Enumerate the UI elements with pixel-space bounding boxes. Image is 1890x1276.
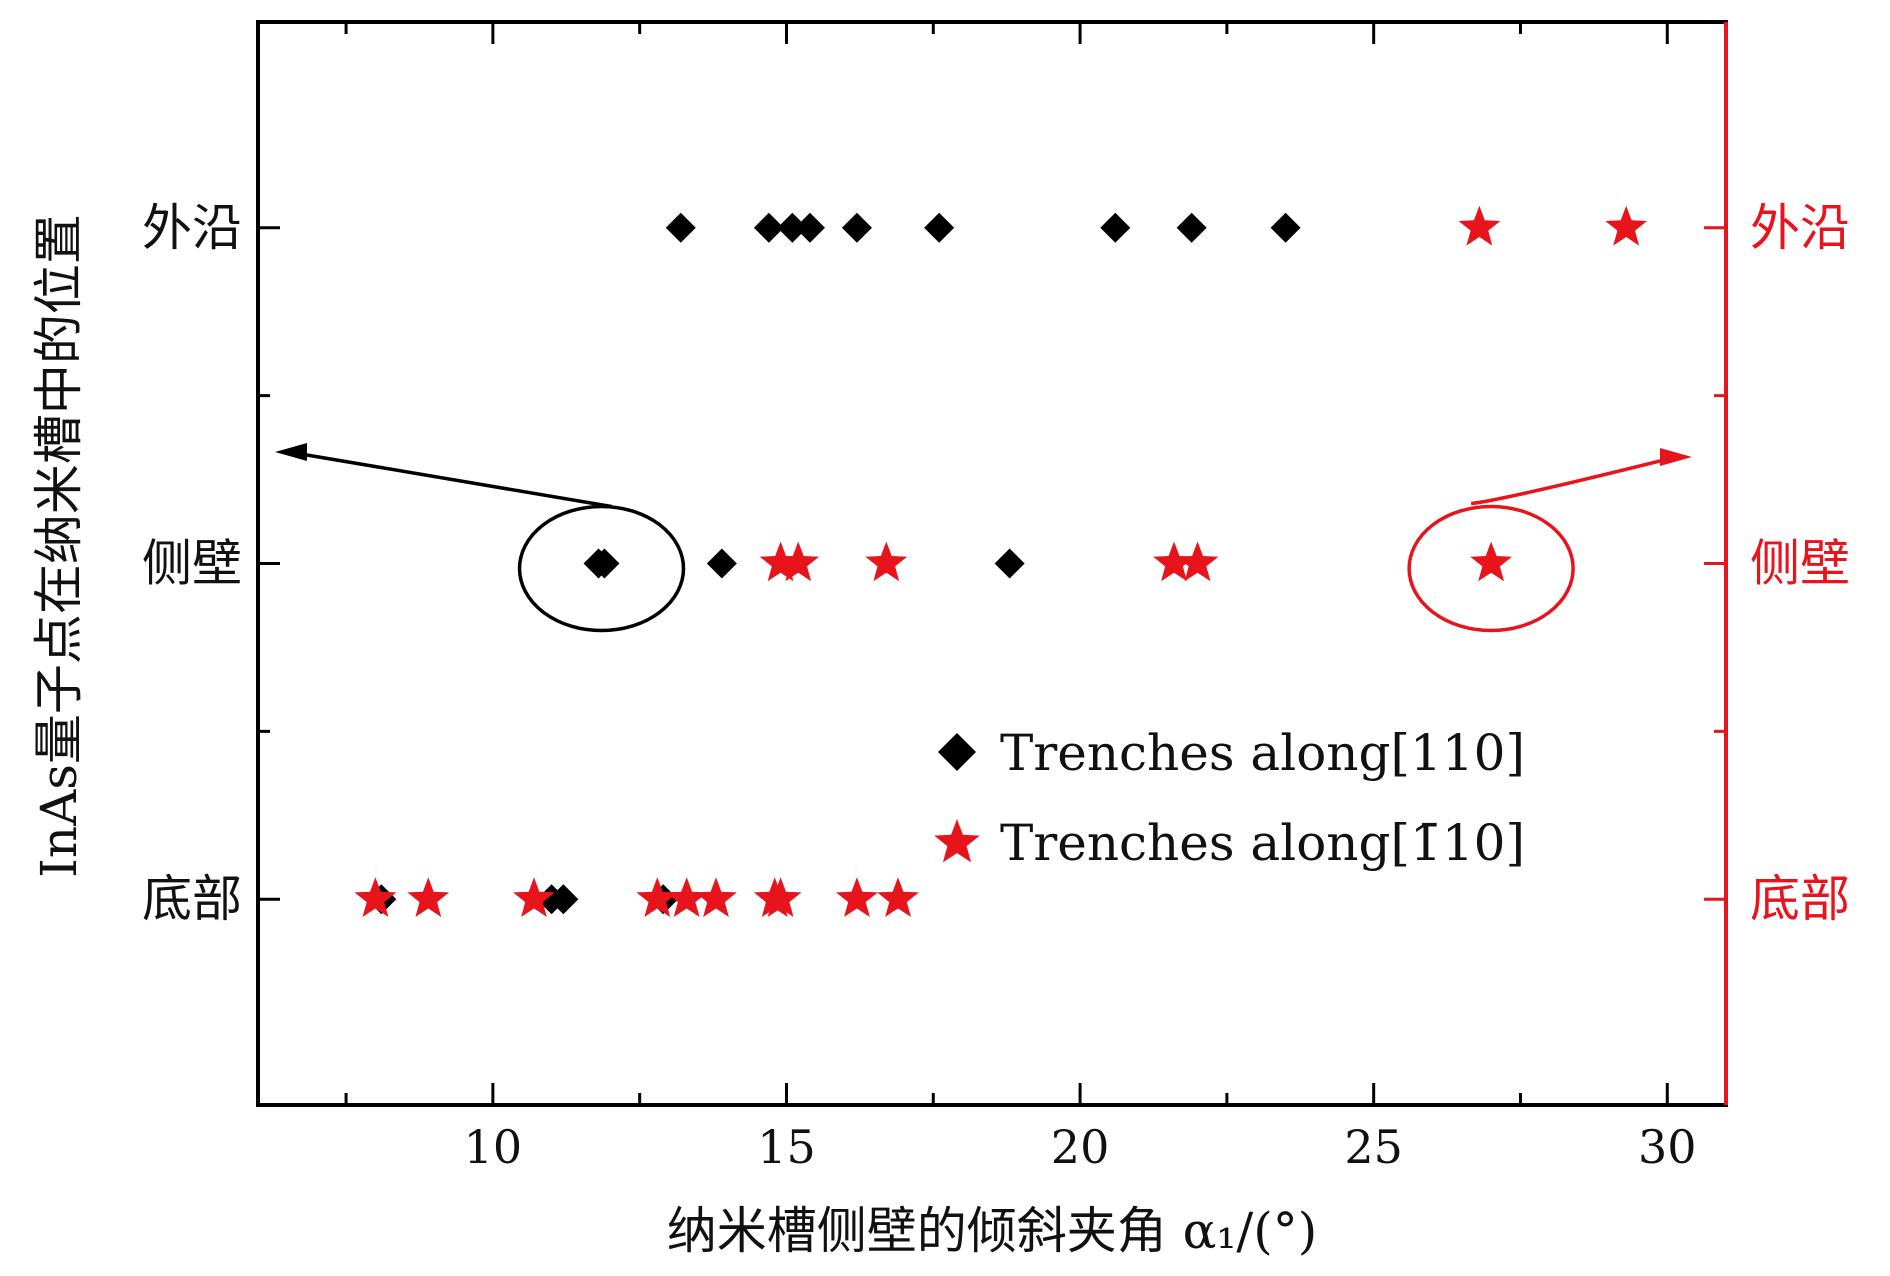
star-point bbox=[877, 877, 919, 917]
diamond-point bbox=[1270, 212, 1301, 243]
legend-star-icon bbox=[934, 819, 980, 863]
right-category-label: 底部 bbox=[1750, 870, 1850, 928]
x-tick-label: 20 bbox=[1051, 1120, 1110, 1174]
diamond-point bbox=[924, 212, 955, 243]
legend: Trenches along[110] Trenches along[1̄10] bbox=[934, 724, 1525, 872]
diamond-point bbox=[706, 548, 737, 579]
star-point bbox=[1458, 205, 1501, 246]
left-category-label: 侧壁 bbox=[142, 535, 242, 593]
plot-frame bbox=[256, 20, 1728, 1107]
star-point bbox=[354, 877, 397, 917]
star-point bbox=[759, 541, 802, 582]
annotation-layer bbox=[275, 443, 1692, 633]
legend-label-1bar10: Trenches along[1̄10] bbox=[1000, 814, 1525, 872]
left-category-label: 底部 bbox=[142, 870, 242, 928]
star-point bbox=[636, 877, 679, 917]
star-point bbox=[1153, 541, 1195, 582]
x-tick-label: 15 bbox=[757, 1120, 816, 1174]
y-axis-label: InAs量子点在纳米槽中的位置 bbox=[30, 214, 88, 878]
star-point bbox=[865, 541, 908, 582]
star-point bbox=[1605, 205, 1648, 246]
diamond-point bbox=[1100, 212, 1131, 243]
left-category-label: 外沿 bbox=[142, 199, 242, 257]
x-axis-tick-labels: 10 15 20 25 30 bbox=[464, 1120, 1697, 1174]
red-annotation-arrowhead bbox=[1660, 448, 1692, 466]
x-tick-label: 30 bbox=[1638, 1120, 1697, 1174]
diamond-point bbox=[753, 212, 784, 243]
right-category-label: 外沿 bbox=[1750, 199, 1850, 257]
star-point bbox=[695, 877, 737, 917]
diamond-point bbox=[794, 212, 825, 243]
x-tick-label: 10 bbox=[464, 1120, 523, 1174]
star-point bbox=[407, 877, 450, 917]
diamond-point bbox=[589, 548, 620, 579]
x-axis-ticks bbox=[344, 22, 1669, 1105]
star-point bbox=[1176, 541, 1219, 582]
x-tick-label: 25 bbox=[1344, 1120, 1403, 1174]
red-annotation-arrow-line bbox=[1470, 456, 1673, 506]
black-annotation-arrowhead bbox=[275, 443, 307, 461]
diamond-point bbox=[1176, 212, 1207, 243]
diamond-point bbox=[777, 212, 808, 243]
star-point bbox=[759, 877, 802, 917]
star-point bbox=[665, 877, 708, 917]
y-axis-ticks bbox=[258, 226, 1726, 901]
legend-label-110: Trenches along[110] bbox=[1000, 724, 1525, 782]
red-annotation-ellipse bbox=[1407, 504, 1575, 633]
data-points bbox=[354, 205, 1648, 917]
legend-diamond-icon bbox=[938, 733, 976, 771]
diamond-point bbox=[548, 884, 579, 915]
x-axis-label: 纳米槽侧壁的倾斜夹角 α₁/(°) bbox=[667, 1202, 1318, 1260]
diamond-point bbox=[841, 212, 872, 243]
diamond-point bbox=[994, 548, 1025, 579]
legend-star-marker bbox=[934, 819, 980, 863]
legend-diamond-marker bbox=[938, 733, 976, 771]
black-annotation-arrow-line bbox=[294, 451, 612, 509]
star-point bbox=[836, 877, 878, 917]
diamond-point bbox=[665, 212, 696, 243]
star-point bbox=[1470, 541, 1512, 582]
right-category-label: 侧壁 bbox=[1750, 535, 1850, 593]
star-point bbox=[513, 877, 555, 917]
star-point bbox=[777, 541, 820, 582]
